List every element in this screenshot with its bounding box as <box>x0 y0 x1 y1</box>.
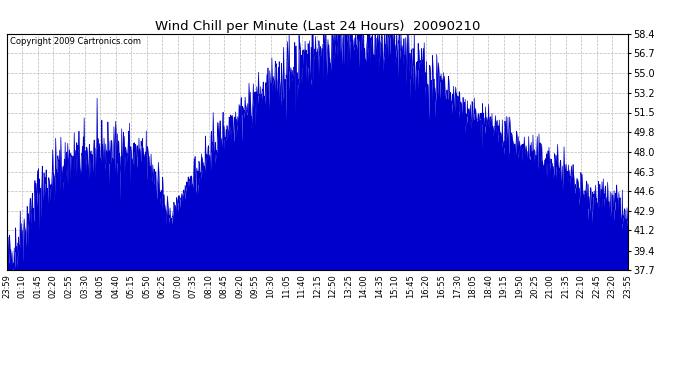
Text: Copyright 2009 Cartronics.com: Copyright 2009 Cartronics.com <box>10 37 141 46</box>
Title: Wind Chill per Minute (Last 24 Hours)  20090210: Wind Chill per Minute (Last 24 Hours) 20… <box>155 20 480 33</box>
